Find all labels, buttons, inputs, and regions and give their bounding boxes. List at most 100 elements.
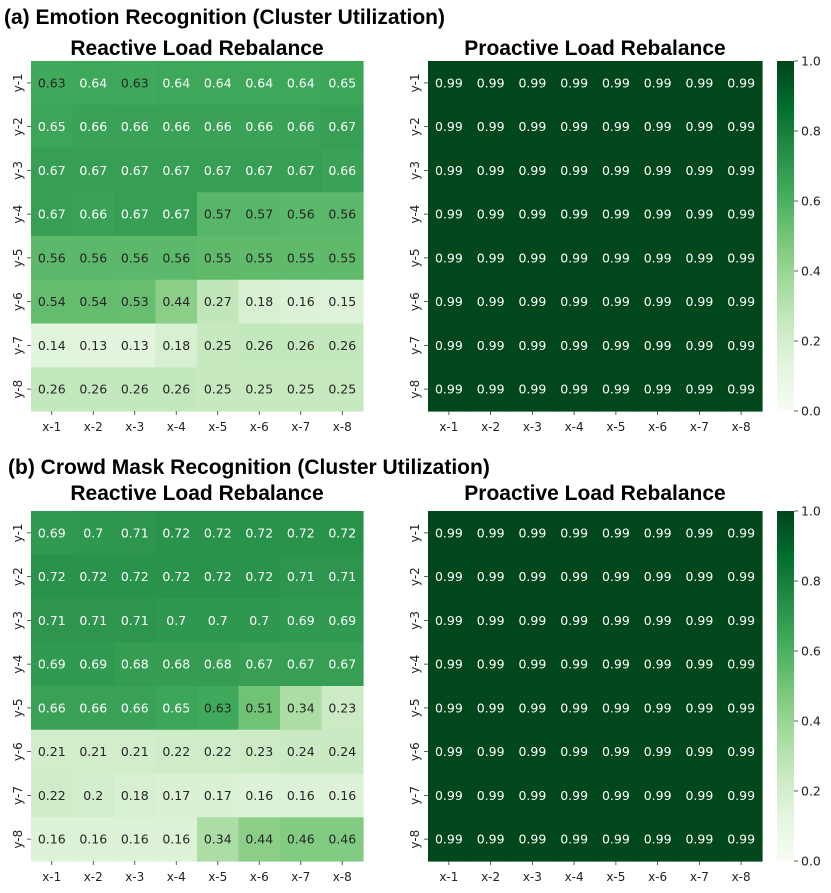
cell-value-label: 0.99 bbox=[685, 75, 713, 90]
x-tick-label: x-4 bbox=[167, 420, 186, 434]
cell-value-label: 0.99 bbox=[560, 788, 588, 803]
heatmap-cell bbox=[31, 686, 74, 731]
heatmap-cell bbox=[197, 279, 240, 325]
heatmap-cell bbox=[197, 192, 240, 237]
cell-value-label: 0.99 bbox=[560, 744, 588, 759]
heatmap-cell bbox=[72, 367, 115, 412]
heatmap-cell bbox=[720, 511, 763, 556]
cell-value-label: 0.99 bbox=[560, 207, 588, 222]
cell-value-label: 0.44 bbox=[162, 294, 190, 309]
heatmap-cell bbox=[31, 279, 74, 325]
heatmap-cell bbox=[678, 598, 721, 643]
y-tick-label: y-6 bbox=[408, 742, 422, 761]
cell-value-label: 0.72 bbox=[204, 569, 232, 584]
cell-value-label: 0.99 bbox=[560, 119, 588, 134]
cell-value-label: 0.99 bbox=[727, 382, 755, 397]
x-tick-label: x-8 bbox=[333, 870, 352, 884]
x-tick-label: x-1 bbox=[439, 870, 458, 884]
heatmap-cell bbox=[636, 192, 680, 237]
heatmap-cell bbox=[595, 192, 638, 237]
x-tick-label: x-5 bbox=[208, 870, 227, 884]
heatmap-cell bbox=[720, 279, 763, 325]
heatmap-cell bbox=[31, 148, 74, 193]
cell-value-label: 0.56 bbox=[328, 207, 356, 222]
cell-value-label: 0.22 bbox=[162, 744, 190, 759]
heatmap-cell bbox=[595, 773, 638, 818]
heatmap-cell bbox=[321, 511, 364, 556]
heatmap-cell bbox=[31, 642, 74, 687]
cell-value-label: 0.99 bbox=[435, 525, 463, 540]
cell-value-label: 0.99 bbox=[518, 525, 546, 540]
heatmap-cell bbox=[155, 367, 198, 412]
x-tick-label: x-5 bbox=[606, 870, 625, 884]
heatmap-cell bbox=[595, 148, 638, 193]
heatmap-cell bbox=[238, 148, 281, 193]
heatmap-cell bbox=[511, 104, 554, 150]
cell-value-label: 0.55 bbox=[245, 250, 273, 265]
heatmap-cell bbox=[72, 323, 115, 368]
cell-value-label: 0.99 bbox=[685, 832, 713, 847]
cell-value-label: 0.99 bbox=[518, 832, 546, 847]
heatmap-cell bbox=[114, 773, 157, 818]
cell-value-label: 0.99 bbox=[685, 294, 713, 309]
cell-value-label: 0.99 bbox=[518, 569, 546, 584]
cell-value-label: 0.99 bbox=[435, 250, 463, 265]
heatmap-cell bbox=[511, 598, 554, 643]
cell-value-label: 0.99 bbox=[435, 163, 463, 178]
heatmap-cell bbox=[553, 554, 596, 600]
cell-value-label: 0.66 bbox=[79, 119, 107, 134]
cell-value-label: 0.99 bbox=[602, 744, 630, 759]
y-tick-label: y-1 bbox=[408, 73, 422, 92]
heatmap-cell bbox=[155, 773, 198, 818]
heatmap-cell bbox=[511, 192, 554, 237]
cell-value-label: 0.56 bbox=[162, 250, 190, 265]
cell-value-label: 0.99 bbox=[727, 163, 755, 178]
cell-value-label: 0.71 bbox=[287, 569, 315, 584]
heatmap-cell bbox=[238, 104, 281, 150]
heatmap-cell bbox=[155, 598, 198, 643]
cell-value-label: 0.99 bbox=[602, 338, 630, 353]
cell-value-label: 0.67 bbox=[245, 163, 273, 178]
y-tick-label: y-3 bbox=[408, 611, 422, 630]
heatmap-cell bbox=[678, 686, 721, 731]
heatmap-cell bbox=[197, 104, 240, 150]
cell-value-label: 0.66 bbox=[245, 119, 273, 134]
cell-value-label: 0.99 bbox=[685, 119, 713, 134]
heatmap-cell bbox=[469, 104, 513, 150]
heatmap-cell bbox=[280, 148, 323, 193]
cell-value-label: 0.99 bbox=[435, 75, 463, 90]
colorbar-tick-label: 0.2 bbox=[801, 334, 821, 349]
cell-value-label: 0.69 bbox=[328, 613, 356, 628]
heatmap-cell bbox=[238, 279, 281, 325]
cell-value-label: 0.99 bbox=[518, 294, 546, 309]
heatmap-cell bbox=[72, 61, 115, 106]
cell-value-label: 0.67 bbox=[121, 207, 149, 222]
y-tick-label: y-3 bbox=[11, 161, 25, 180]
heatmap-cell bbox=[114, 61, 157, 106]
cell-value-label: 0.24 bbox=[287, 744, 315, 759]
heatmap-cell bbox=[321, 729, 364, 775]
cell-value-label: 0.14 bbox=[38, 338, 66, 353]
x-tick-label: x-7 bbox=[690, 870, 709, 884]
y-tick-label: y-4 bbox=[408, 205, 422, 224]
heatmap-cell bbox=[155, 279, 198, 325]
y-tick-label: y-8 bbox=[11, 830, 25, 849]
cell-value-label: 0.13 bbox=[79, 338, 107, 353]
heatmap-cell bbox=[720, 236, 763, 281]
cell-value-label: 0.56 bbox=[79, 250, 107, 265]
cell-value-label: 0.2 bbox=[83, 788, 103, 803]
heatmap-cell bbox=[469, 367, 513, 412]
cell-value-label: 0.71 bbox=[121, 613, 149, 628]
y-tick-label: y-8 bbox=[408, 830, 422, 849]
heatmap-cell bbox=[720, 61, 763, 106]
cell-value-label: 0.99 bbox=[518, 744, 546, 759]
cell-value-label: 0.66 bbox=[162, 119, 190, 134]
heatmap-cell bbox=[511, 686, 554, 731]
heatmap-cell bbox=[595, 367, 638, 412]
heatmap-cell bbox=[678, 817, 721, 862]
cell-value-label: 0.99 bbox=[602, 525, 630, 540]
heatmap-cell bbox=[114, 367, 157, 412]
heatmap-cell bbox=[595, 236, 638, 281]
x-tick-label: x-8 bbox=[732, 420, 751, 434]
cell-value-label: 0.99 bbox=[477, 700, 505, 715]
